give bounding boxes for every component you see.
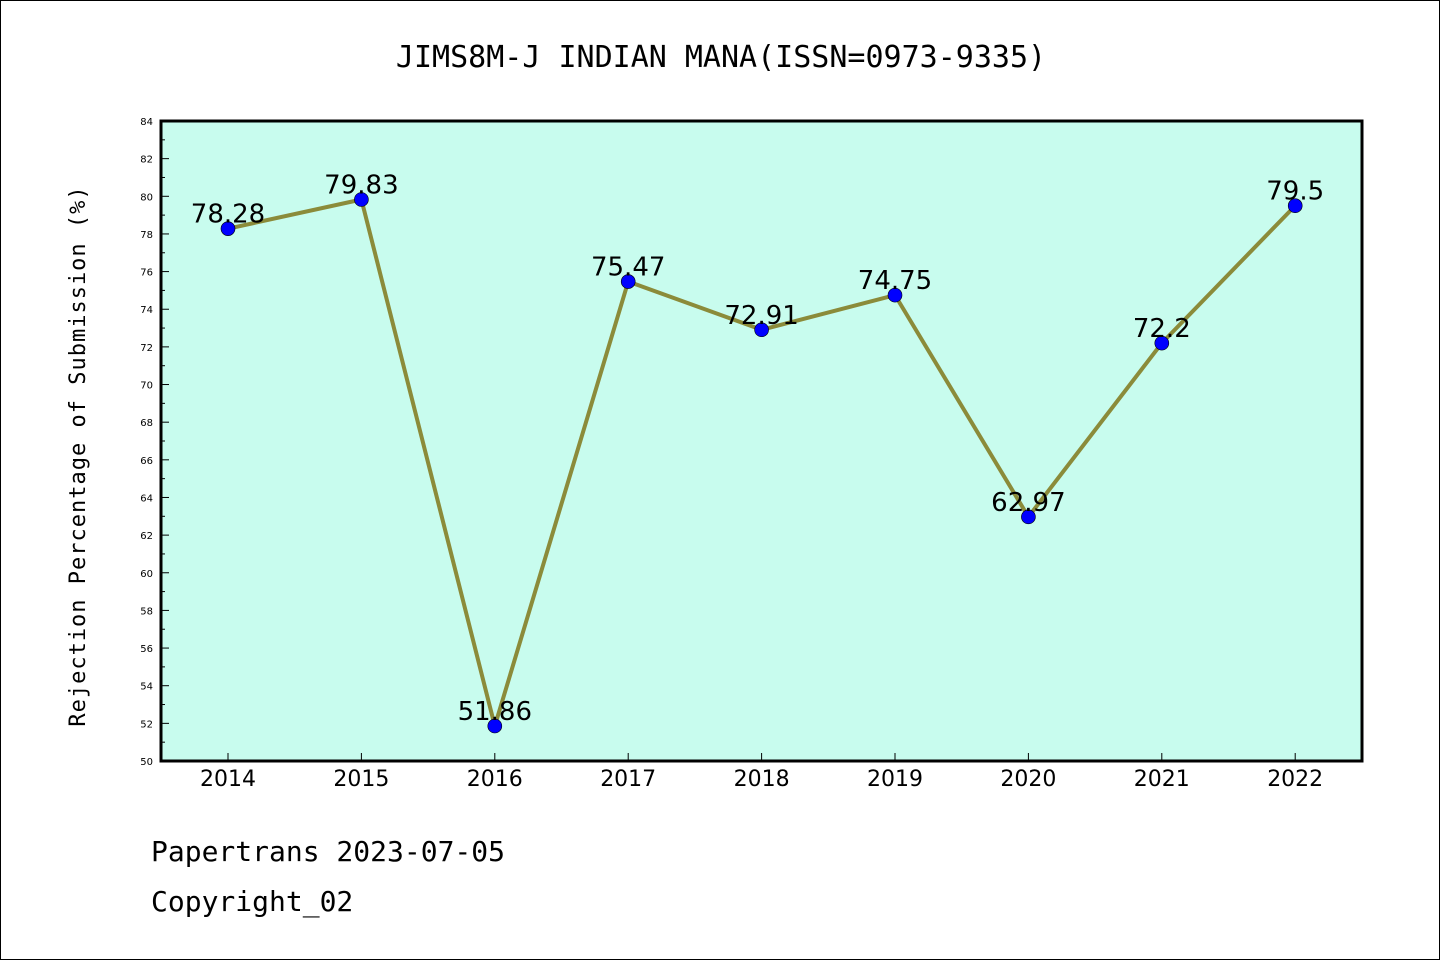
data-label: 78.28 <box>191 200 265 230</box>
data-label: 51.86 <box>458 697 532 727</box>
data-point-marker <box>220 221 236 236</box>
y-tick-label: 70 <box>140 381 153 392</box>
y-tick-label: 54 <box>140 682 153 693</box>
y-tick-label: 56 <box>140 644 153 655</box>
data-point-marker <box>1021 509 1036 525</box>
y-tick-label: 62 <box>140 531 153 542</box>
y-tick-label: 80 <box>140 192 153 203</box>
y-tick-label: 68 <box>140 418 153 429</box>
y-tick-label: 50 <box>140 757 153 768</box>
y-tick-label: 58 <box>140 606 153 617</box>
data-point-marker <box>1154 335 1170 351</box>
y-tick-label: 78 <box>140 230 153 241</box>
series-line-group <box>220 192 1303 734</box>
data-label: 72.91 <box>724 301 798 331</box>
x-tick-label: 2015 <box>333 767 389 792</box>
data-label: 62.97 <box>991 488 1065 518</box>
chart-title: JIMS8M-J INDIAN MANA(ISSN=0973-9335) <box>396 40 1046 75</box>
data-label: 79.5 <box>1266 177 1324 207</box>
y-tick-label: 74 <box>140 305 153 316</box>
footer-copyright-text: Copyright_02 <box>151 885 354 918</box>
y-tick-label: 76 <box>140 268 153 279</box>
data-point-marker <box>487 718 503 734</box>
y-tick-label: 52 <box>140 719 153 730</box>
data-label: 72.2 <box>1133 314 1191 344</box>
axis-ticks: 50 52 54 56 58 60 62 64 66 68 70 72 74 76 78 80 82 84 2014… <box>140 117 1323 792</box>
footer-date-text: Papertrans 2023-07-05 <box>151 835 506 868</box>
y-tick-label: 72 <box>140 343 153 354</box>
y-tick-label: 60 <box>140 569 153 580</box>
x-tick-label: 2022 <box>1267 767 1323 792</box>
y-tick-label: 84 <box>140 117 153 128</box>
data-point-marker <box>354 192 369 207</box>
data-label: 74.75 <box>858 266 932 296</box>
data-point-marker <box>887 287 903 303</box>
y-tick-label: 66 <box>140 456 153 467</box>
data-point-marker <box>620 274 636 289</box>
data-point-marker <box>754 322 769 338</box>
x-tick-label: 2016 <box>467 767 523 792</box>
x-tick-label: 2014 <box>200 767 256 792</box>
x-tick-label: 2021 <box>1134 767 1190 792</box>
y-tick-label: 64 <box>140 493 153 504</box>
x-tick-label: 2020 <box>1000 767 1056 792</box>
y-tick-label: 82 <box>140 155 153 166</box>
x-tick-label: 2018 <box>734 767 790 792</box>
x-tick-label: 2017 <box>600 767 656 792</box>
data-labels-group: 78.28 79.83 51.86 75.47 72.91 74.75 62.97 72.2 7… <box>191 170 1324 726</box>
x-tick-label: 2019 <box>867 767 923 792</box>
data-label: 79.83 <box>324 170 398 200</box>
y-axis-label: Rejection Percentage of Submission (%) <box>66 185 91 726</box>
data-point-marker <box>1287 198 1303 214</box>
data-label: 75.47 <box>591 253 665 283</box>
plot-area <box>159 119 1364 763</box>
